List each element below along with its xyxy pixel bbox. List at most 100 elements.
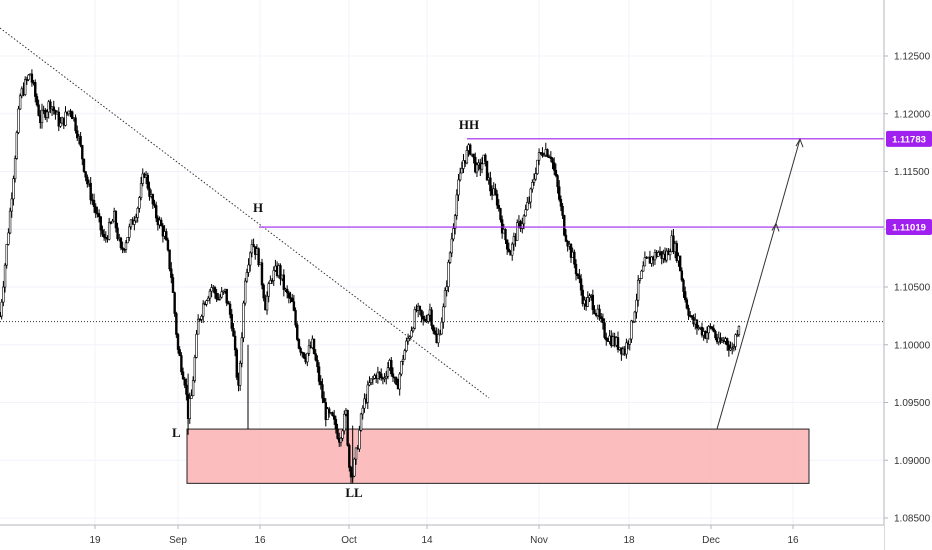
candle xyxy=(408,335,411,341)
candle-body xyxy=(183,378,186,386)
candle-body xyxy=(240,337,244,364)
candle xyxy=(222,290,225,295)
candle xyxy=(380,368,383,381)
candle-body xyxy=(354,447,358,460)
candle-body xyxy=(166,239,170,251)
candle-body xyxy=(526,202,529,210)
arrow-head xyxy=(795,137,804,148)
candle xyxy=(161,223,165,243)
candle xyxy=(331,411,334,417)
candle-body xyxy=(385,375,388,379)
candle-body xyxy=(554,169,558,176)
candle xyxy=(480,157,484,174)
candle-body xyxy=(272,270,275,281)
candle-body xyxy=(314,353,317,361)
candle xyxy=(35,93,39,107)
candle-body xyxy=(665,250,668,261)
candle-body xyxy=(529,188,532,203)
candle-body xyxy=(732,346,736,349)
candle-body xyxy=(683,291,687,301)
candle xyxy=(729,341,732,352)
candle xyxy=(3,263,7,293)
candle-body xyxy=(316,359,319,368)
candle xyxy=(228,301,232,319)
candle-body xyxy=(213,287,217,294)
candle-body xyxy=(114,211,118,229)
candle xyxy=(196,314,200,335)
candle xyxy=(7,228,10,246)
candle xyxy=(640,269,643,280)
candle-body xyxy=(561,205,564,216)
candle xyxy=(341,428,344,442)
candle xyxy=(542,152,546,157)
candle-body xyxy=(160,219,163,227)
candle-body xyxy=(485,160,489,181)
candle-body xyxy=(252,244,255,247)
level-lines xyxy=(0,138,884,323)
candle xyxy=(188,392,191,424)
candle xyxy=(635,293,638,319)
candle xyxy=(410,326,413,338)
candle-body xyxy=(423,318,427,322)
candle xyxy=(393,376,396,384)
candle xyxy=(573,249,576,269)
candle-body xyxy=(448,252,452,263)
candle xyxy=(732,343,736,352)
candle xyxy=(526,196,529,211)
candle xyxy=(727,340,731,357)
candle-body xyxy=(366,384,369,403)
candle-body xyxy=(458,172,462,181)
candle xyxy=(195,330,198,359)
candle-body xyxy=(527,201,531,204)
candle xyxy=(128,223,131,242)
candle xyxy=(291,293,294,303)
candle-body xyxy=(250,244,254,254)
candle xyxy=(438,329,442,336)
time-axis-panel xyxy=(0,525,884,550)
candle xyxy=(448,251,452,264)
candle-body xyxy=(413,309,417,329)
candle-body xyxy=(285,288,289,294)
candle-body xyxy=(573,251,576,265)
y-tick-label: 1.08500 xyxy=(894,514,931,525)
candle xyxy=(453,213,457,235)
candle xyxy=(494,183,497,196)
candle xyxy=(0,299,3,320)
candle xyxy=(121,241,124,254)
candle-body xyxy=(346,410,349,446)
candle-body xyxy=(707,326,710,334)
candle xyxy=(472,153,475,164)
candle-body xyxy=(136,207,139,218)
x-tick-label: 16 xyxy=(254,535,266,546)
candle-body xyxy=(682,279,685,292)
x-tick-label: 16 xyxy=(787,535,799,546)
candle xyxy=(205,299,208,307)
candle xyxy=(534,167,537,181)
candle-body xyxy=(86,176,89,185)
candle-body xyxy=(734,334,737,347)
candle-body xyxy=(391,373,395,378)
candle-body xyxy=(361,407,364,415)
annotation-ll-label: LL xyxy=(345,485,363,500)
candle-body xyxy=(233,335,237,351)
candle xyxy=(183,376,186,389)
candle xyxy=(707,324,710,340)
candle xyxy=(165,228,168,241)
candle-body xyxy=(710,326,714,329)
candle-body xyxy=(210,287,213,292)
candle xyxy=(317,362,321,386)
x-tick-label: 18 xyxy=(623,535,635,546)
candle xyxy=(642,261,645,272)
candle-body xyxy=(235,349,238,378)
candle xyxy=(578,268,581,284)
candle xyxy=(220,286,223,299)
candle xyxy=(168,249,171,272)
candle-body xyxy=(369,378,373,384)
candle-body xyxy=(168,249,171,270)
candle xyxy=(371,375,375,385)
candle xyxy=(146,172,149,191)
candle xyxy=(403,348,406,360)
annotations: L H LL HH xyxy=(172,117,479,500)
candle-body xyxy=(336,428,339,439)
